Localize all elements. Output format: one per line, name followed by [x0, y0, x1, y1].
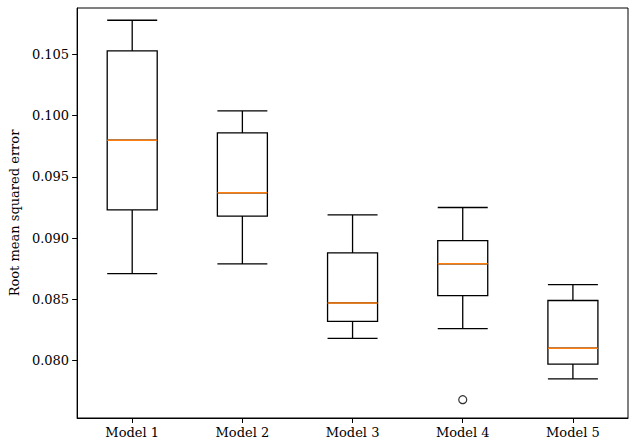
- svg-text:0.085: 0.085: [32, 292, 69, 307]
- svg-text:0.090: 0.090: [32, 231, 69, 246]
- svg-text:Root mean squared error: Root mean squared error: [7, 129, 22, 297]
- svg-text:Model 3: Model 3: [326, 425, 380, 440]
- svg-text:Model 2: Model 2: [216, 425, 270, 440]
- svg-text:Model 5: Model 5: [546, 425, 600, 440]
- svg-text:0.080: 0.080: [32, 353, 69, 368]
- svg-text:0.100: 0.100: [32, 108, 69, 123]
- svg-text:Model 1: Model 1: [105, 425, 159, 440]
- svg-text:0.105: 0.105: [32, 47, 69, 62]
- svg-text:Model 4: Model 4: [436, 425, 490, 440]
- svg-text:0.095: 0.095: [32, 169, 69, 184]
